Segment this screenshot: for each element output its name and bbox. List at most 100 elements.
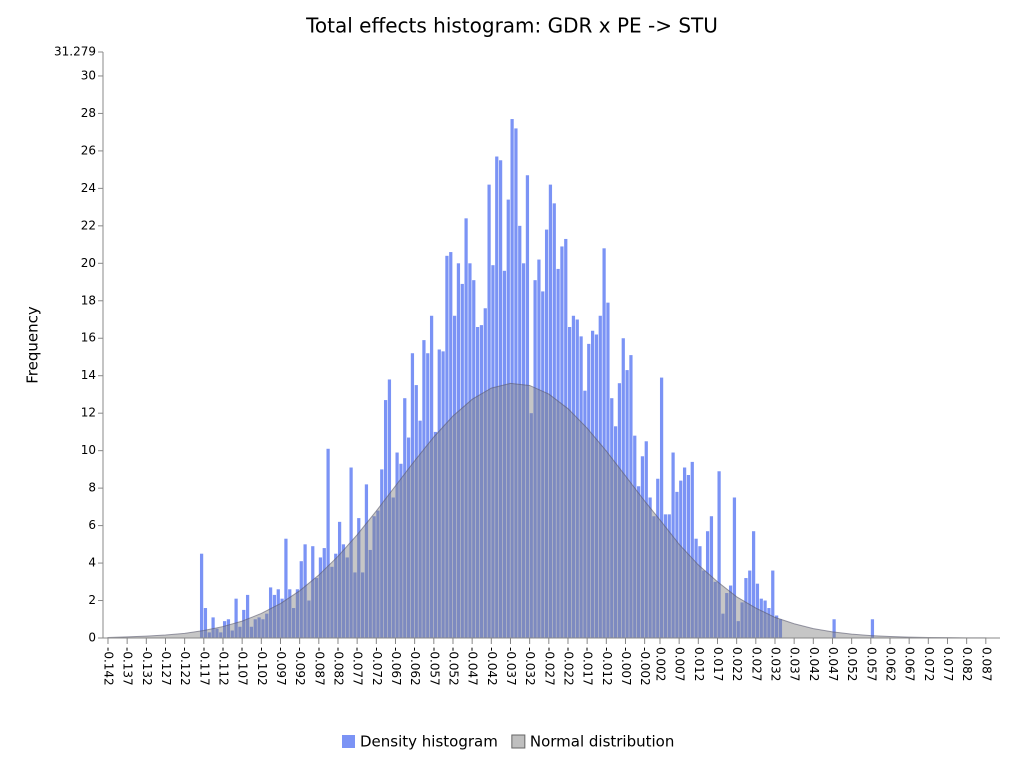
histogram-bar (387, 379, 392, 638)
y-tick-label: 31.279 (54, 45, 96, 59)
histogram-bar (268, 587, 273, 638)
histogram-bar (468, 263, 472, 638)
histogram-bar (429, 315, 434, 638)
x-tick-label: 0.042 (807, 647, 821, 681)
histogram-bar (744, 578, 748, 638)
y-tick-label: 16 (81, 331, 96, 345)
x-tick-label: 0.017 (711, 647, 725, 681)
histogram-bar (422, 340, 426, 638)
x-tick-label: -0.007 (619, 647, 633, 686)
histogram-bar (403, 398, 407, 638)
histogram-bar (533, 280, 537, 638)
y-tick-label: 10 (81, 443, 96, 457)
histogram-bar (253, 619, 257, 638)
y-axis-label: Frequency (24, 306, 42, 384)
histogram-bar (774, 615, 779, 638)
histogram-bar (318, 557, 323, 638)
histogram-bar (506, 199, 510, 638)
histogram-bar (475, 327, 480, 638)
histogram-bar (736, 621, 740, 638)
histogram-bar (587, 343, 591, 638)
histogram-bar (541, 291, 545, 638)
x-tick-label: -0.062 (408, 647, 422, 686)
histogram-bar (464, 218, 468, 638)
histogram-bar (751, 531, 756, 638)
x-tick-label: -0.057 (427, 647, 441, 686)
histogram-bar (564, 238, 568, 639)
histogram-bar (383, 400, 388, 638)
histogram-bar (295, 589, 300, 638)
histogram-bar (560, 246, 564, 638)
histogram-bar (713, 581, 717, 638)
histogram-bar (732, 497, 737, 638)
x-tick-label: -0.022 (561, 647, 575, 686)
histogram-bar (610, 398, 614, 638)
histogram-bar (456, 263, 461, 638)
histogram-bar (207, 632, 211, 638)
histogram-bar (575, 319, 579, 638)
histogram-bar (659, 377, 664, 638)
histogram-bar (728, 585, 733, 638)
x-tick-label: -0.002 (638, 647, 652, 686)
histogram-bar (299, 561, 303, 638)
histogram-bar (495, 156, 499, 638)
histogram-bar (698, 546, 702, 638)
histogram-bar (452, 315, 457, 638)
histogram-bar (199, 553, 204, 638)
histogram-bar (242, 609, 246, 638)
histogram-bar (583, 390, 587, 638)
histogram-bar (257, 617, 261, 638)
x-tick-label: -0.097 (274, 647, 288, 686)
histogram-bar (763, 600, 767, 638)
histogram-bar (406, 437, 411, 638)
histogram-bar (334, 553, 338, 638)
x-tick-label: 0.032 (768, 647, 782, 681)
x-tick-label: -0.052 (446, 647, 460, 686)
histogram-bar (372, 516, 376, 638)
histogram-bar (280, 598, 284, 638)
histogram-bar (211, 617, 215, 638)
x-tick-label: -0.027 (542, 647, 556, 686)
y-tick-label: 12 (81, 406, 96, 420)
histogram-bar (337, 521, 342, 638)
histogram-bar (441, 351, 445, 638)
y-tick-label: 28 (81, 106, 96, 120)
histogram-bar (238, 626, 242, 638)
y-tick-label: 2 (88, 593, 96, 607)
histogram-bar (284, 538, 288, 638)
histogram-bar (771, 570, 775, 638)
chart-title: Total effects histogram: GDR x PE -> STU (305, 14, 718, 38)
histogram-bar (529, 413, 533, 638)
histogram-bar (510, 119, 514, 638)
histogram-bar (567, 327, 572, 638)
y-tick-label: 18 (81, 293, 96, 307)
histogram-bar (360, 572, 365, 638)
histogram-bar (537, 259, 541, 638)
histogram-bar (778, 619, 783, 638)
x-tick-label: -0.122 (178, 647, 192, 686)
x-tick-label: 0.007 (673, 647, 687, 681)
histogram-bar (449, 252, 453, 638)
histogram-bar (426, 353, 430, 638)
histogram-bar (491, 265, 495, 638)
x-tick-label: 0.057 (864, 647, 878, 681)
histogram-bar (418, 420, 422, 638)
histogram-bar (544, 229, 549, 639)
histogram-bar (410, 353, 415, 638)
histogram-bar (521, 263, 526, 638)
x-tick-label: 0.087 (979, 647, 993, 681)
histogram-bar (640, 456, 645, 638)
histogram-bar (460, 283, 464, 638)
histogram-bar (636, 486, 641, 638)
legend-swatch (342, 735, 355, 748)
y-tick-label: 4 (88, 556, 96, 570)
x-tick-label: -0.142 (101, 647, 115, 686)
histogram-bar (621, 338, 625, 638)
histogram-bar (288, 589, 292, 638)
histogram-bar (230, 630, 234, 638)
histogram-bar (702, 570, 706, 638)
histogram-bar (652, 516, 656, 638)
histogram-bar (380, 469, 384, 638)
x-tick-label: -0.042 (485, 647, 499, 686)
